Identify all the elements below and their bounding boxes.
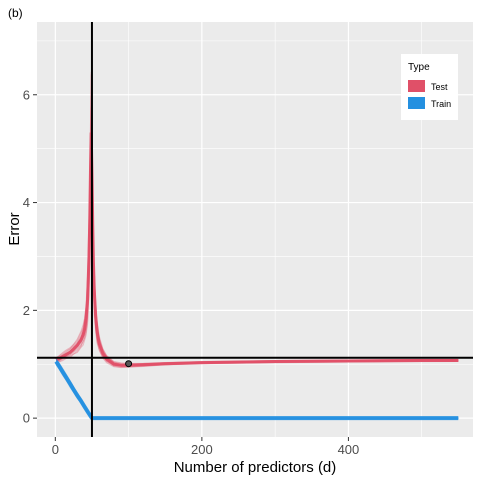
plot-panel bbox=[37, 22, 473, 437]
series-train-line bbox=[54, 360, 459, 421]
x-axis-title: Number of predictors (d) bbox=[174, 459, 337, 476]
series-layer bbox=[54, 71, 459, 421]
highlight-point bbox=[125, 360, 133, 368]
y-tick-label: 6 bbox=[23, 87, 30, 102]
legend-key-test bbox=[408, 80, 425, 92]
x-tick-label: 200 bbox=[191, 442, 213, 457]
panel-tag: (b) bbox=[8, 6, 23, 20]
legend-label-train: Train bbox=[431, 99, 451, 109]
axis-ticks: 0 200 400 0 2 4 6 bbox=[23, 87, 360, 457]
x-tick-label: 0 bbox=[52, 442, 59, 457]
legend-key-train bbox=[408, 97, 425, 109]
series-test bbox=[55, 71, 459, 369]
legend: Type Test Train bbox=[401, 54, 458, 120]
y-tick-label: 2 bbox=[23, 303, 30, 318]
series-test-line bbox=[55, 132, 459, 367]
series-train bbox=[54, 358, 459, 421]
y-axis-title: Error bbox=[6, 212, 23, 245]
legend-label-test: Test bbox=[431, 82, 448, 92]
reference-lines bbox=[37, 22, 473, 437]
x-tick-label: 400 bbox=[338, 442, 360, 457]
y-tick-label: 0 bbox=[23, 411, 30, 426]
legend-title: Type bbox=[408, 62, 430, 73]
y-tick-label: 4 bbox=[23, 195, 30, 210]
